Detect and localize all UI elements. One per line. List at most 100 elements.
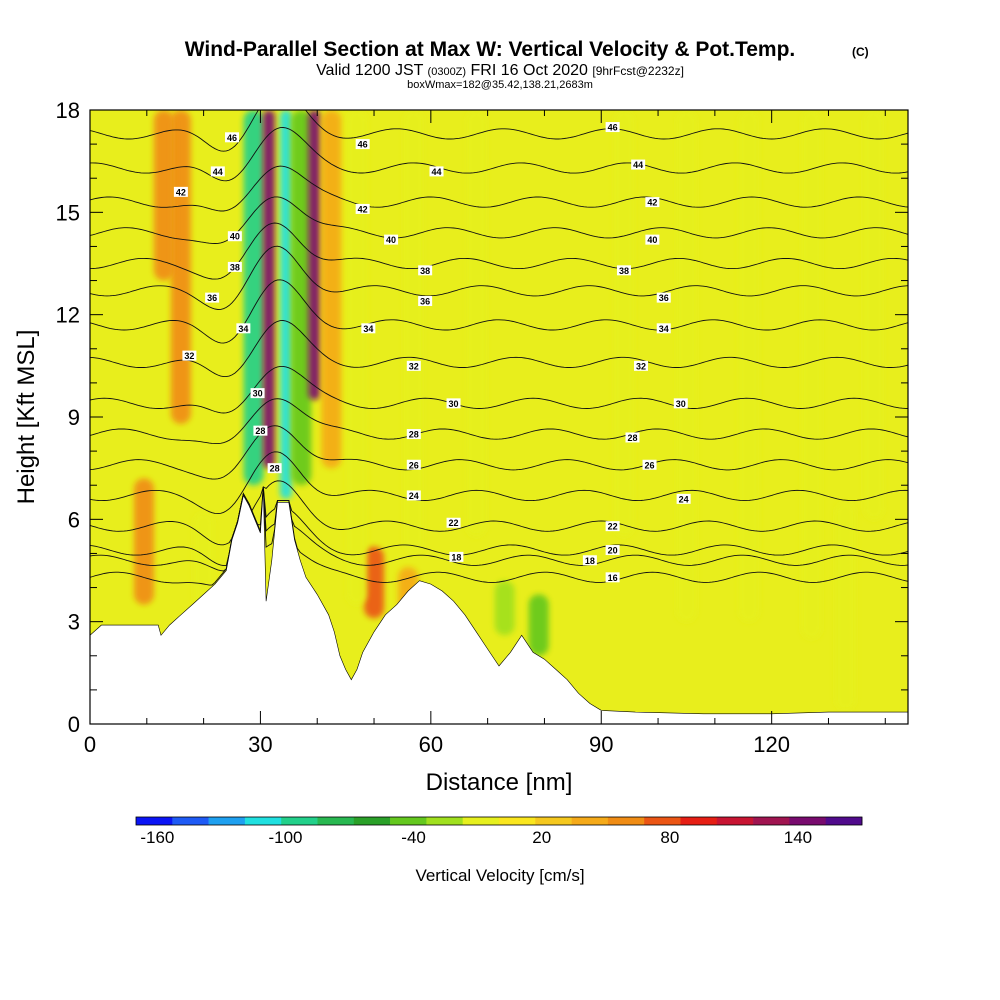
contour-label-bg-19 [361,323,376,334]
isentrope-46 [90,110,908,152]
isentrope-contours [90,110,908,586]
colorbar-ticks: -160 -100 -40 20 80 140 [140,828,812,847]
contour-label-bg-34 [676,493,691,504]
colorbar-swatch-3 [244,817,282,825]
contour-label-bg-9 [227,231,242,242]
subtitle-date: FRI 16 Oct 2020 [471,62,588,79]
contour-label-bg-11 [645,234,660,245]
x-axis-label: Distance [nm] [426,769,573,796]
contour-label-23: 32 [636,361,646,371]
contour-label-7: 42 [358,204,368,214]
y-tick-label-0: 0 [68,712,80,737]
contour-label-0: 46 [227,133,237,143]
contour-label-bg-29 [625,432,640,443]
contour-label-bg-38 [449,551,464,562]
contour-label-39: 18 [585,556,595,566]
isentrope-40 [90,196,908,244]
velocity-column-2 [153,110,174,281]
x-tick-label-90: 90 [589,732,613,757]
velocity-column-8 [321,110,342,469]
contour-label-5: 44 [633,160,643,170]
velocity-column-4 [262,110,275,469]
x-tick-label-0: 0 [84,732,96,757]
subtitle-utc-time: (0300Z) [428,66,467,78]
x-axis: 0 30 60 90 120 [84,110,886,757]
colorbar-swatch-5 [317,817,355,825]
isentrope-34 [90,279,908,344]
contour-label-16: 36 [420,297,430,307]
contour-label-27: 28 [255,426,265,436]
contour-label-20: 34 [659,324,669,334]
colorbar-swatch-4 [281,817,318,825]
contour-label-bg-27 [253,425,268,436]
colorbar-swatch-15 [680,817,718,825]
x-tick-label-120: 120 [753,732,790,757]
colorbar-frame [135,816,863,826]
contour-label-3: 44 [213,167,223,177]
contour-label-2: 46 [608,123,618,133]
contour-label-bg-22 [406,360,421,371]
velocity-column-20 [835,502,856,711]
isentrope-18 [90,486,908,572]
colorbar-swatch-13 [607,817,645,825]
velocity-column-22 [193,512,214,609]
y-tick-label-15: 15 [56,200,80,225]
velocity-column-15 [528,594,549,656]
contour-label-bg-3 [210,166,225,177]
isentrope-36 [90,245,908,310]
velocity-column-17 [676,110,697,622]
contour-label-29: 28 [627,433,637,443]
chart-subtitle: Valid 1200 JST (0300Z) FRI 16 Oct 2020 [… [316,62,684,79]
contour-label-bg-10 [384,234,399,245]
colorbar-tick-label-1: -100 [268,828,302,847]
chart-subtitle-2: boxWmax=182@35.42,138.21,2683m [407,79,593,91]
contour-label-25: 30 [449,399,459,409]
contour-label-19: 34 [363,324,373,334]
isentrope-42 [90,165,908,212]
contour-label-10: 40 [386,235,396,245]
contour-labels: 46 46 46 44 44 44 42 42 42 40 40 40 38 38 38 36 36 36 34 34… [173,122,691,583]
contour-label-bg-37 [605,545,620,556]
contour-label-bg-0 [225,132,240,143]
chart-title: Wind-Parallel Section at Max W: Vertical… [185,38,796,61]
contour-label-1: 46 [358,140,368,150]
colorbar-swatch-11 [535,817,572,825]
contour-label-bg-35 [446,517,461,528]
contour-label-bg-2 [605,122,620,133]
isentrope-28 [90,398,908,445]
contour-label-bg-21 [182,350,197,361]
contour-label-bg-12 [227,261,242,272]
y-tick-label-12: 12 [56,303,80,328]
contour-label-12: 38 [230,262,240,272]
isentrope-22 [90,480,908,546]
contour-label-bg-13 [418,265,433,276]
contour-label-31: 26 [409,460,419,470]
colorbar-label: Vertical Velocity [cm/s] [415,866,584,885]
contour-label-bg-14 [616,265,631,276]
contour-label-bg-1 [355,139,370,150]
colorbar-tick-label-3: 20 [532,828,551,847]
colorbar-tick-label-2: -40 [401,828,426,847]
contour-label-24: 30 [253,389,263,399]
contour-label-6: 42 [176,187,186,197]
isentrope-26 [90,425,908,480]
x-tick-label-60: 60 [419,732,443,757]
velocity-column-19 [801,110,822,639]
contour-label-33: 24 [409,491,419,501]
contour-label-bg-28 [406,429,421,440]
colorbar-tick-label-5: 140 [784,828,812,847]
contour-label-bg-39 [582,555,597,566]
contour-label-13: 38 [420,266,430,276]
contour-label-30: 28 [270,464,280,474]
velocity-column-14 [494,580,515,636]
contour-label-35: 22 [449,518,459,528]
title-mark: (C) [852,45,869,59]
colorbar-swatch-1 [172,817,209,825]
colorbar-swatch-17 [753,817,790,825]
colorbar-swatch-8 [426,817,463,825]
contour-label-bg-20 [656,323,671,334]
isentrope-20 [90,486,908,567]
contour-label-bg-25 [446,398,461,409]
